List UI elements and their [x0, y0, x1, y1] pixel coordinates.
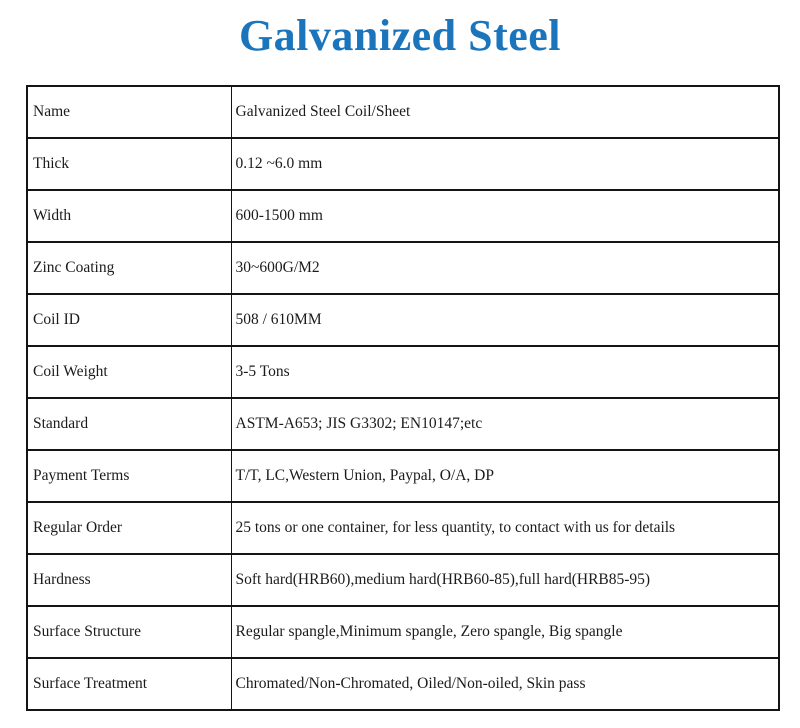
spec-row: Surface Treatment Chromated/Non-Chromate… [26, 657, 780, 711]
spec-row: Regular Order 25 tons or one container, … [26, 501, 780, 555]
page-title: Galvanized Steel [238, 11, 562, 60]
spec-label-cell: Standard [26, 397, 232, 451]
spec-row: Coil ID 508 / 610MM [26, 293, 780, 347]
spec-row: Payment Terms T/T, LC,Western Union, Pay… [26, 449, 780, 503]
spec-row: Surface Structure Regular spangle,Minimu… [26, 605, 780, 659]
spec-label-cell: Zinc Coating [26, 241, 232, 295]
spec-value-cell: ASTM-A653; JIS G3302; EN10147;etc [230, 397, 780, 451]
spec-table: Name Galvanized Steel Coil/Sheet Thick 0… [26, 85, 780, 711]
spec-value-cell: 25 tons or one container, for less quant… [230, 501, 780, 555]
spec-row: Zinc Coating 30~600G/M2 [26, 241, 780, 295]
spec-label-cell: Hardness [26, 553, 232, 607]
spec-value-cell: 0.12 ~6.0 mm [230, 137, 780, 191]
spec-value-cell: T/T, LC,Western Union, Paypal, O/A, DP [230, 449, 780, 503]
spec-value-cell: 508 / 610MM [230, 293, 780, 347]
spec-row: Thick 0.12 ~6.0 mm [26, 137, 780, 191]
spec-label-cell: Width [26, 189, 232, 243]
spec-value-cell: Soft hard(HRB60),medium hard(HRB60-85),f… [230, 553, 780, 607]
spec-value-cell: 600-1500 mm [230, 189, 780, 243]
spec-row: Name Galvanized Steel Coil/Sheet [26, 85, 780, 139]
spec-label-cell: Coil ID [26, 293, 232, 347]
spec-row: Width 600-1500 mm [26, 189, 780, 243]
spec-value-cell: 30~600G/M2 [230, 241, 780, 295]
spec-value-cell: Regular spangle,Minimum spangle, Zero sp… [230, 605, 780, 659]
product-spec-page: Galvanized Steel Name Galvanized Steel C… [0, 10, 800, 728]
spec-label-cell: Thick [26, 137, 232, 191]
spec-value-cell: 3-5 Tons [230, 345, 780, 399]
spec-row: Hardness Soft hard(HRB60),medium hard(HR… [26, 553, 780, 607]
spec-value-cell: Chromated/Non-Chromated, Oiled/Non-oiled… [230, 657, 780, 711]
spec-label-cell: Payment Terms [26, 449, 232, 503]
spec-label-cell: Surface Treatment [26, 657, 232, 711]
spec-label-cell: Name [26, 85, 232, 139]
spec-row: Coil Weight 3-5 Tons [26, 345, 780, 399]
spec-value-cell: Galvanized Steel Coil/Sheet [230, 85, 780, 139]
spec-label-cell: Regular Order [26, 501, 232, 555]
spec-label-cell: Coil Weight [26, 345, 232, 399]
spec-label-cell: Surface Structure [26, 605, 232, 659]
spec-row: Standard ASTM-A653; JIS G3302; EN10147;e… [26, 397, 780, 451]
